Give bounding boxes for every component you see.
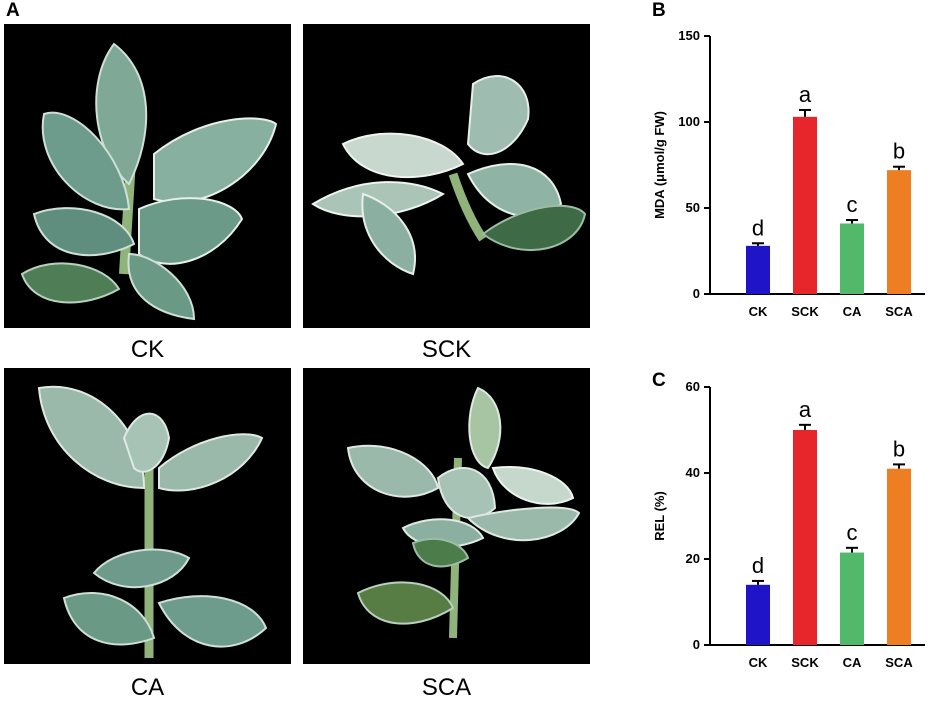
plant-illustration bbox=[37, 385, 268, 658]
plant-illustration bbox=[311, 75, 587, 276]
bar-sca bbox=[887, 170, 911, 294]
bar-ca bbox=[840, 552, 864, 645]
photo-ck bbox=[4, 24, 291, 328]
x-tick-label: SCA bbox=[885, 655, 913, 670]
y-tick-label: 0 bbox=[693, 286, 700, 301]
bar-sck bbox=[793, 430, 817, 645]
bar-sca bbox=[887, 468, 911, 645]
x-tick-label: SCK bbox=[791, 304, 819, 319]
significance-letter: a bbox=[799, 397, 812, 422]
significance-letter: c bbox=[847, 192, 858, 217]
y-axis-title: REL (%) bbox=[652, 491, 667, 541]
significance-letter: c bbox=[847, 520, 858, 545]
y-axis-title: MDA (μmol/g FW) bbox=[652, 111, 667, 219]
significance-letter: b bbox=[893, 139, 905, 164]
y-tick-label: 60 bbox=[686, 379, 700, 394]
photo-sck bbox=[303, 24, 590, 328]
y-tick-label: 40 bbox=[686, 465, 700, 480]
significance-letter: a bbox=[799, 82, 812, 107]
x-tick-label: SCA bbox=[885, 304, 913, 319]
photo-caption-ca: CA bbox=[130, 674, 165, 701]
significance-letter: b bbox=[893, 436, 905, 461]
photo-caption-ck: CK bbox=[130, 336, 165, 363]
plant-illustration bbox=[20, 42, 278, 321]
y-tick-label: 50 bbox=[686, 200, 700, 215]
photo-caption-sck: SCK bbox=[421, 336, 472, 363]
panel-label-c: C bbox=[652, 370, 666, 391]
photo-sca bbox=[303, 368, 590, 664]
photo-caption-sca: SCA bbox=[421, 674, 472, 701]
y-tick-label: 150 bbox=[678, 28, 700, 43]
x-tick-label: CA bbox=[843, 655, 862, 670]
y-tick-label: 0 bbox=[693, 637, 700, 652]
photo-ca bbox=[4, 368, 291, 664]
bar-ck bbox=[746, 584, 770, 645]
y-tick-label: 20 bbox=[686, 551, 700, 566]
panel-label-b: B bbox=[652, 0, 666, 21]
plant-illustration bbox=[346, 386, 581, 639]
x-tick-label: CA bbox=[843, 304, 862, 319]
bar-sck bbox=[793, 116, 817, 294]
bar-ca bbox=[840, 223, 864, 294]
significance-letter: d bbox=[752, 215, 764, 240]
x-tick-label: CK bbox=[749, 655, 768, 670]
significance-letter: d bbox=[752, 553, 764, 578]
x-tick-label: CK bbox=[749, 304, 768, 319]
y-tick-label: 100 bbox=[678, 114, 700, 129]
bar-ck bbox=[746, 245, 770, 294]
panel-label-a: A bbox=[6, 0, 20, 21]
x-tick-label: SCK bbox=[791, 655, 819, 670]
